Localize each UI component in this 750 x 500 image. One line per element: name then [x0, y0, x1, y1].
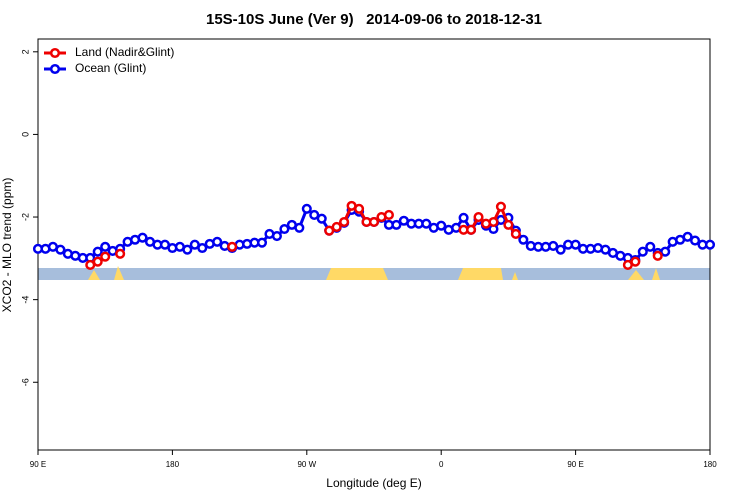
x-axis-label: Longitude (deg E) — [326, 476, 421, 490]
series-marker — [391, 219, 402, 230]
x-tick-label: 0 — [439, 460, 444, 469]
series-marker — [637, 246, 648, 257]
land-strip — [88, 270, 100, 280]
series-marker — [100, 251, 111, 262]
land-ocean-strip — [38, 266, 710, 280]
series-marker — [100, 241, 111, 252]
series-marker — [645, 241, 656, 252]
series-marker — [436, 220, 447, 231]
series-marker — [495, 201, 506, 212]
series-marker — [316, 213, 327, 224]
legend-label: Land (Nadir&Glint) — [75, 45, 174, 59]
series-marker — [301, 203, 312, 214]
legend-marker — [49, 63, 61, 75]
series-marker — [368, 216, 380, 228]
y-tick-label: 0 — [20, 132, 30, 137]
land-strip — [652, 268, 660, 280]
x-tick-label: 90 E — [30, 460, 46, 469]
chart-title: 15S-10S June (Ver 9) 2014-09-06 to 2018-… — [206, 11, 542, 28]
series-marker — [339, 216, 350, 228]
x-tick-label: 90 W — [297, 460, 316, 469]
series-marker — [466, 224, 477, 235]
series-marker — [256, 237, 268, 248]
x-tick-label: 180 — [166, 460, 180, 469]
legend-marker — [49, 47, 61, 59]
y-tick-label: -6 — [20, 378, 30, 386]
series-marker — [92, 256, 103, 267]
y-tick-label: 2 — [20, 49, 30, 54]
series-marker — [294, 222, 305, 233]
series-marker — [488, 216, 499, 228]
series-marker — [55, 244, 66, 255]
plot-frame — [37, 38, 711, 451]
series-marker — [383, 209, 394, 221]
series-marker — [227, 241, 238, 252]
series-marker — [354, 203, 365, 214]
series-marker — [458, 212, 469, 223]
series-marker — [309, 209, 320, 221]
series-marker — [473, 211, 484, 223]
series-marker — [548, 240, 559, 251]
series-marker — [660, 246, 671, 257]
legend-label: Ocean (Glint) — [75, 61, 146, 75]
series-marker — [115, 248, 126, 259]
series-marker — [421, 218, 432, 229]
series-marker — [182, 244, 193, 255]
series-marker — [92, 246, 103, 257]
y-tick-label: -2 — [20, 213, 30, 221]
x-tick-label: 180 — [703, 460, 717, 469]
series-marker — [630, 256, 641, 267]
series-marker — [197, 242, 208, 254]
series-marker — [652, 250, 663, 261]
series-marker — [518, 234, 529, 245]
land-strip — [458, 268, 503, 280]
land-strip — [628, 270, 644, 280]
land-strip — [114, 266, 124, 280]
land-strip — [512, 272, 518, 280]
land-strip — [326, 268, 388, 280]
series-marker — [690, 235, 701, 246]
x-tick-label: 90 E — [567, 460, 583, 469]
series-marker — [331, 221, 342, 232]
series-marker — [271, 230, 282, 242]
series-marker — [682, 231, 693, 242]
y-axis-label: XCO2 - MLO trend (ppm) — [0, 178, 14, 313]
series-marker — [555, 244, 566, 255]
series-marker — [510, 228, 521, 240]
series-marker — [137, 232, 148, 243]
series-marker — [570, 239, 581, 250]
y-tick-label: -4 — [20, 296, 30, 304]
series-marker — [704, 239, 716, 250]
series-marker — [324, 225, 335, 236]
series-marker — [503, 219, 514, 230]
series-marker — [212, 236, 223, 247]
series-marker — [279, 223, 290, 235]
